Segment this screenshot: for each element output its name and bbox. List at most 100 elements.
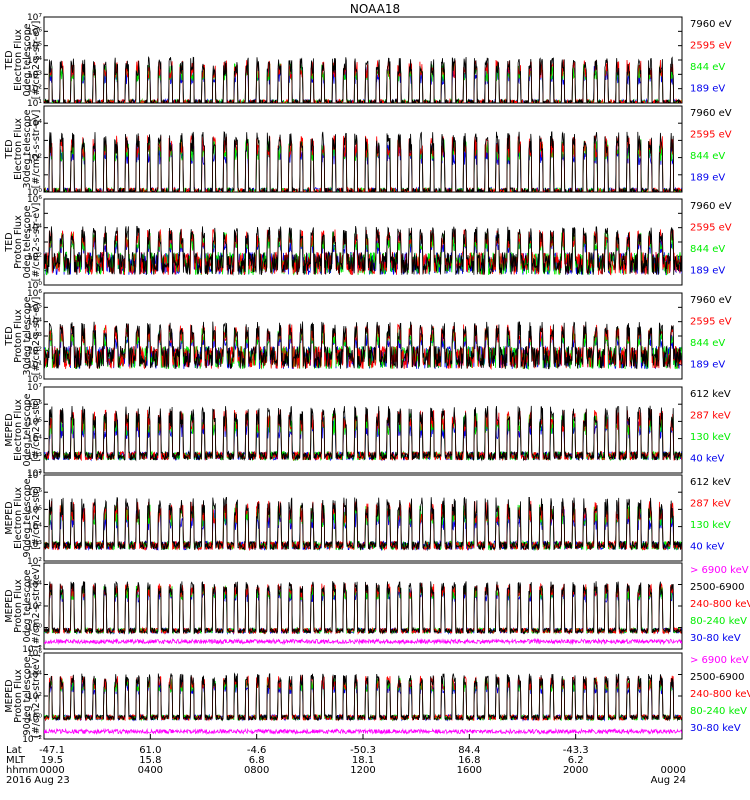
data-traces <box>44 321 682 370</box>
data-traces <box>44 581 682 646</box>
legend-entry: 7960 eV <box>690 19 732 30</box>
y-tick-label: 10³ <box>27 70 42 80</box>
data-traces <box>44 55 682 103</box>
y-tick-label: 10⁵ <box>27 505 42 515</box>
legend-entry: 240-800 keV <box>690 689 750 700</box>
legend-entry: 7960 eV <box>690 201 732 212</box>
legend-entry: 2500-6900 <box>690 672 745 683</box>
y-tick-label: 10⁷ <box>27 383 42 393</box>
legend-entry: 612 keV <box>690 477 731 488</box>
x-row-label: hhmm <box>6 765 38 776</box>
x-tick-label: -50.3 <box>350 745 376 756</box>
y-tick-label: 10⁻² <box>22 645 42 655</box>
y-tick-label: 10⁰ <box>27 624 42 634</box>
y-tick-label: 10² <box>27 557 42 567</box>
y-axis-label: TED <box>4 139 15 159</box>
series-2500-6900 <box>44 581 682 635</box>
x-row-label: 2016 <box>6 775 31 786</box>
x-tick-label: 84.4 <box>458 745 480 756</box>
y-axis-label: 0deg telescope <box>22 393 33 466</box>
series--6900-kev <box>44 727 682 736</box>
y-axis-label: 30deg telescope <box>22 109 33 188</box>
legend-entry: 240-800 keV <box>690 599 750 610</box>
y-tick-label: 10⁶ <box>27 195 42 205</box>
y-axis-label: [#/cm2-s-str-eV] <box>31 203 42 282</box>
x-tick-label: 18.1 <box>352 755 374 766</box>
data-traces <box>44 225 682 276</box>
y-axis-label: [#/cm2-s-str-eV] <box>31 297 42 376</box>
y-tick-label: 10² <box>27 154 42 164</box>
y-tick-label: 10⁶ <box>27 488 42 498</box>
y-axis-label: [#/cm2-s-str-keV] <box>31 654 42 738</box>
legend-entry: 844 eV <box>690 62 725 73</box>
y-tick-label: 10⁻² <box>22 735 42 745</box>
y-axis-label: Electron Flux <box>13 487 24 549</box>
legend-entry: 30-80 keV <box>690 723 741 734</box>
y-tick-label: 10¹ <box>27 361 42 371</box>
y-tick-label: 10⁶ <box>27 289 42 299</box>
legend-entry: 30-80 keV <box>690 633 741 644</box>
x-row-label: MLT <box>6 755 26 766</box>
legend-entry: 80-240 keV <box>690 616 747 627</box>
data-traces <box>44 496 682 552</box>
legend-entry: 287 keV <box>690 499 731 510</box>
y-axis-label: Proton Flux <box>13 309 24 363</box>
y-tick-label: 10² <box>27 602 42 612</box>
series-7960-ev <box>44 55 682 103</box>
y-tick-label: 10⁴ <box>27 224 42 234</box>
x-tick-label: 1600 <box>457 765 482 776</box>
legend-entry: 40 keV <box>690 542 724 553</box>
y-axis-label: MEPED <box>4 413 15 446</box>
y-axis-label: Electron Flux <box>13 29 24 91</box>
x-tick-label: 2000 <box>563 765 588 776</box>
y-tick-label: 10² <box>27 252 42 262</box>
y-tick-label: 10² <box>27 85 42 95</box>
legend-entry: 2595 eV <box>690 130 732 141</box>
y-tick-label: 10³ <box>27 332 42 342</box>
x-tick-label: 16.8 <box>458 755 480 766</box>
y-tick-label: 10² <box>27 692 42 702</box>
x-row-label: Lat <box>6 745 22 756</box>
y-axis-label: Proton Flux <box>13 215 24 269</box>
y-axis-label: Electron Flux <box>13 118 24 180</box>
figure-title: NOAA18 <box>350 2 400 16</box>
y-axis-label: MEPED <box>4 679 15 712</box>
series-7960-ev <box>44 131 682 192</box>
y-tick-label: 10⁴ <box>27 119 42 129</box>
legend-entry: 2595 eV <box>690 41 732 52</box>
x-tick-label: -43.3 <box>563 745 589 756</box>
x-tick-label: 0800 <box>244 765 269 776</box>
legend-entry: > 6900 keV <box>690 565 749 576</box>
y-tick-label: 10⁵ <box>27 42 42 52</box>
y-axis-label: TED <box>4 326 15 346</box>
y-axis-label: TED <box>4 50 15 70</box>
data-traces <box>44 405 682 462</box>
series-7960-ev <box>44 225 682 276</box>
legend-entry: 189 eV <box>690 360 725 371</box>
x-tick-label: 19.5 <box>41 755 63 766</box>
series-612-kev <box>44 405 682 462</box>
legend-entry: 2500-6900 <box>690 582 745 593</box>
y-tick-label: 10⁴ <box>27 435 42 445</box>
legend-entry: 287 keV <box>690 411 731 422</box>
legend-entry: 189 eV <box>690 266 725 277</box>
y-tick-label: 10⁰ <box>27 375 42 385</box>
y-axis-label: 0deg telescope <box>22 569 33 642</box>
x-tick-label: -4.6 <box>247 745 267 756</box>
y-axis-label: Proton Flux <box>13 579 24 633</box>
y-axis-label: [#/cm2-s-str] <box>31 398 42 461</box>
data-traces <box>44 131 682 192</box>
y-tick-label: 10³ <box>27 540 42 550</box>
y-axis-label: [#/cm2-s-str-eV] <box>31 21 42 100</box>
y-tick-label: 10⁰ <box>27 714 42 724</box>
